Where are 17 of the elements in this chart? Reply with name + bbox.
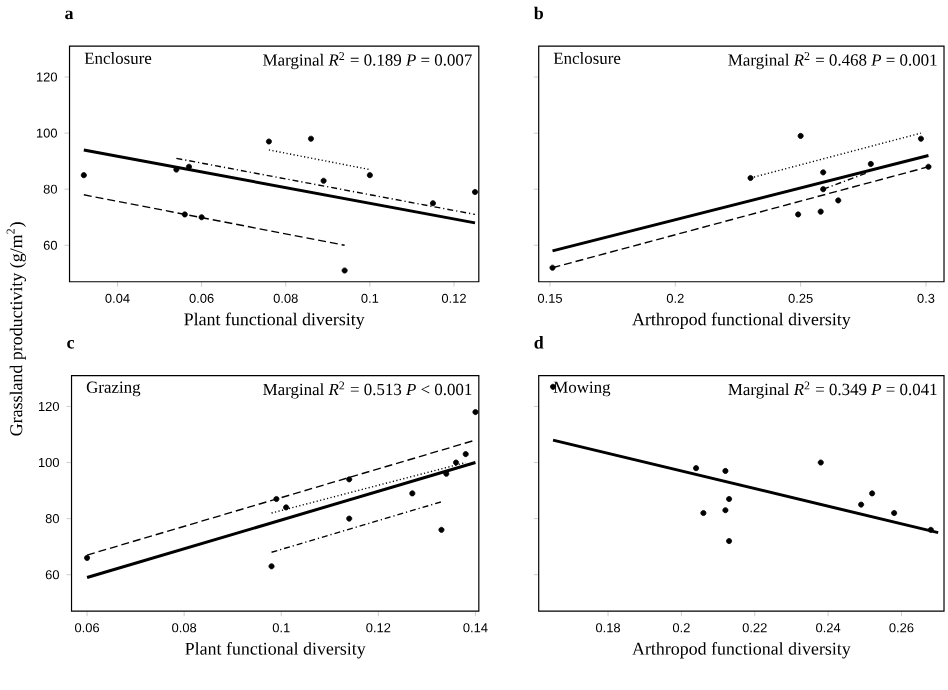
annotation: Enclosure: [84, 52, 152, 65]
chart-title: a: [65, 11, 74, 20]
annotation: Marginal R$^{2}$ = 0.513 P < 0.001: [263, 381, 472, 400]
chart-title: b: [533, 7, 543, 20]
annotation: Marginal R$^{2}$ = 0.349 P = 0.041: [728, 381, 937, 400]
chart-title: c: [67, 340, 75, 350]
annotation: Grazing: [86, 381, 141, 397]
annotation: Enclosure: [553, 52, 621, 65]
x-axis-title: Plant functional diversity: [185, 642, 366, 659]
chart-title: d: [534, 336, 544, 350]
y-axis-title: Grassland productivity (g/m$^{2}$): [6, 222, 27, 436]
x-axis-title: Plant functional diversity: [184, 313, 365, 330]
annotation: Marginal R$^{2}$ = 0.189 P = 0.007: [263, 52, 472, 70]
x-axis-title: Arthropod functional diversity: [632, 642, 851, 659]
x-axis-title: Arthropod functional diversity: [632, 313, 851, 330]
annotation: Marginal R$^{2}$ = 0.468 P = 0.001: [728, 52, 937, 70]
annotation: Mowing: [553, 381, 611, 397]
